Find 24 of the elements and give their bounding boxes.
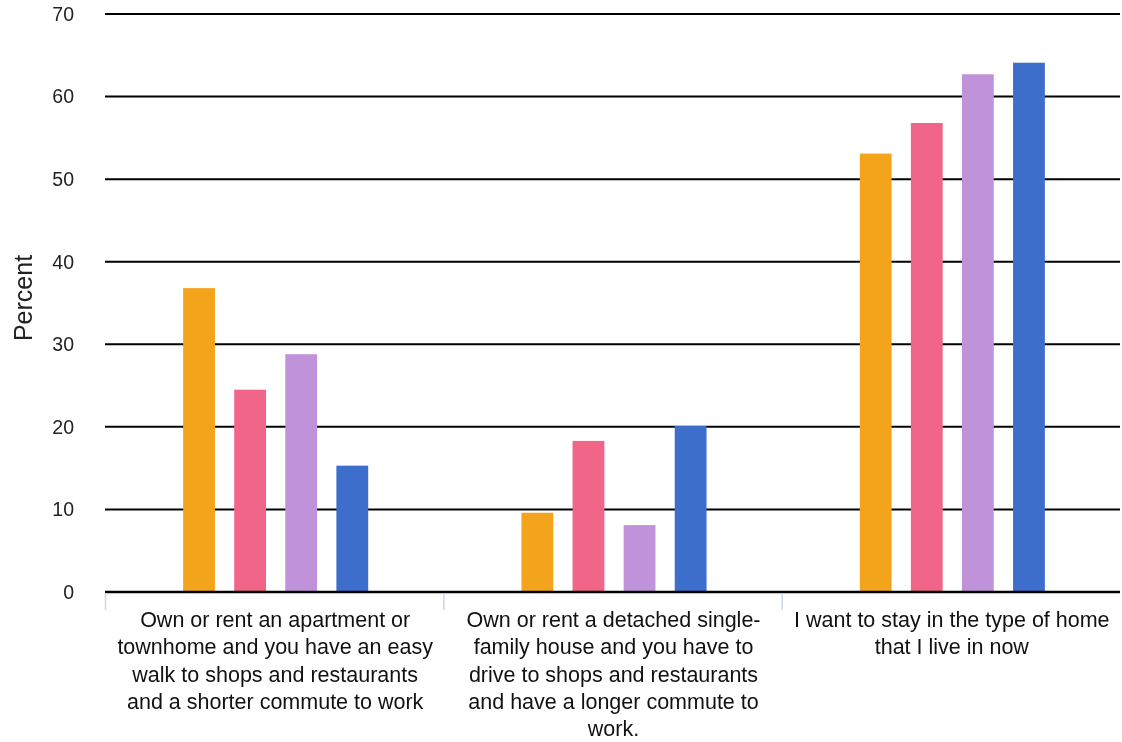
bar: [336, 465, 369, 592]
bar: [859, 153, 892, 592]
x-tick-label: Own or rent a detached single-family house and you have to drive to shops and restaurants and have a longer commute to work.: [466, 608, 761, 742]
bar: [183, 288, 215, 592]
y-tick-label: 60: [52, 85, 75, 108]
y-tick-label: 70: [52, 2, 75, 25]
bar: [674, 426, 707, 592]
bar: [910, 122, 943, 592]
bar: [1013, 62, 1045, 592]
x-tick-label: I want to stay in the type of home that I live in now: [794, 608, 1110, 660]
bar: [961, 74, 994, 592]
y-tick-label: 0: [63, 580, 75, 603]
bar: [572, 440, 605, 592]
bar: [623, 525, 656, 592]
y-tick-label: 20: [52, 415, 75, 438]
y-tick-label: 10: [52, 498, 75, 521]
y-tick-label: 40: [52, 250, 75, 273]
y-tick-label: 30: [52, 333, 75, 356]
x-tick-label: Own or rent an apartment or townhome and you have an easy walk to shops and restaurants and a shorter commute to work: [117, 608, 434, 714]
bar: [285, 354, 318, 592]
bar: [521, 512, 554, 592]
bar: [234, 389, 267, 592]
y-tick-label: 50: [52, 167, 75, 190]
y-axis-title: Percent: [9, 254, 37, 342]
